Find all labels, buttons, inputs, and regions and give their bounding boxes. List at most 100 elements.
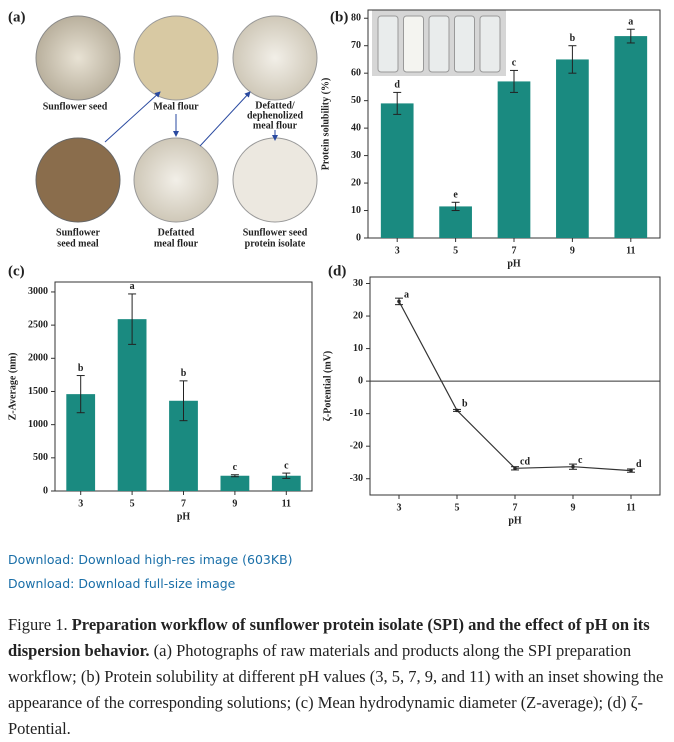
x-tick-label: 3 [78,498,83,509]
bar [614,36,648,238]
significance-letter: d [394,80,400,91]
x-tick-label: 7 [512,245,517,256]
photo-label: Sunflower seed [243,227,308,238]
arrow [104,91,161,143]
y-tick-label: 10 [353,343,363,354]
y-tick-label: 20 [351,177,361,188]
error-bar [128,293,137,345]
y-tick-label: 30 [353,278,363,289]
bar [380,103,414,239]
significance-letter: cd [520,457,530,468]
significance-letter: c [233,462,238,473]
bottle [377,15,399,73]
photo [35,137,121,223]
plot-frame [369,276,661,496]
significance-letter: b [462,399,468,410]
y-tick-label: 80 [351,13,361,24]
x-tick-label: 5 [453,245,458,256]
error-bar [626,28,635,44]
error-bar [569,463,577,470]
panel-label: (b) [330,9,348,25]
y-tick-label: 2000 [28,353,48,364]
arrow [199,91,251,147]
photo [133,137,219,223]
significance-letter: a [130,281,135,292]
photo-label: meal flour [253,120,298,131]
error-bar [451,201,460,212]
photo [133,15,219,101]
x-axis-label: pH [508,515,522,526]
bar [439,206,472,238]
caption-bold: Preparation workflow of sunflower protei… [8,615,650,660]
significance-letter: c [578,455,583,466]
y-tick-label: 1000 [28,419,48,430]
significance-letter: b [181,368,187,379]
error-bar [568,45,577,74]
photo [35,15,121,101]
error-bar [511,466,519,471]
y-tick-label: 0 [358,375,363,386]
caption: Figure 1. Preparation workflow of sunflo… [8,612,668,742]
photo-label: Sunflower seed [43,101,108,112]
y-tick-label: -30 [350,473,363,484]
photo [232,137,318,223]
bar [271,475,301,491]
x-tick-label: 5 [455,502,460,513]
significance-letter: e [453,190,458,201]
x-tick-label: 7 [513,502,518,513]
x-tick-label: 11 [626,245,635,256]
y-tick-label: 20 [353,310,363,321]
photo-label: protein isolate [245,238,306,249]
photo-label: seed meal [57,238,99,249]
y-tick-label: 3000 [28,286,48,297]
bar [497,81,531,238]
significance-letter: c [284,460,289,471]
significance-letter: d [636,459,642,470]
photo-label: meal flour [154,238,199,249]
y-tick-label: 50 [351,95,361,106]
y-tick-label: -20 [350,440,363,451]
x-tick-label: 3 [397,502,402,513]
panel-a: (a) Sunflower seed Meal flour Defatted/ … [8,9,318,249]
download-link[interactable]: Download: Download full-size image [8,576,236,591]
y-tick-label: 0 [43,485,48,496]
y-tick-label: 2500 [28,319,48,330]
photo-label: Defatted [158,227,195,238]
x-tick-label: 11 [282,498,291,509]
bottle [479,15,501,73]
x-axis-label: pH [507,258,521,269]
bottle [454,15,475,73]
significance-letter: a [404,290,409,301]
x-tick-label: 7 [181,498,186,509]
error-bar [230,474,239,478]
download-link[interactable]: Download: Download high-res image (603KB… [8,552,293,567]
y-tick-label: 500 [33,452,48,463]
x-tick-label: 9 [232,498,237,509]
figure: (a) Sunflower seed Meal flour Defatted/ … [7,9,661,526]
x-tick-label: 5 [130,498,135,509]
y-tick-label: -10 [350,408,363,419]
y-tick-label: 10 [351,205,361,216]
line [398,301,632,472]
y-axis-label: ζ-Potential (mV) [322,351,333,422]
photo-label: dephenolized [247,110,304,121]
bottle [403,15,424,73]
error-bar [627,468,635,473]
y-tick-label: 1500 [28,386,48,397]
y-tick-label: 30 [351,150,361,161]
y-tick-label: 60 [351,67,361,78]
x-axis-label: pH [177,511,191,522]
significance-letter: a [628,17,633,28]
photo [232,15,318,101]
x-tick-label: 11 [626,502,635,513]
x-tick-label: 9 [570,245,575,256]
x-tick-label: 3 [395,245,400,256]
significance-letter: c [512,58,517,69]
bottle [428,15,450,73]
significance-letter: b [570,33,576,44]
caption-label: Figure 1. [8,615,68,634]
error-bar [393,91,402,115]
bar [220,475,250,491]
error-bar [179,380,188,422]
